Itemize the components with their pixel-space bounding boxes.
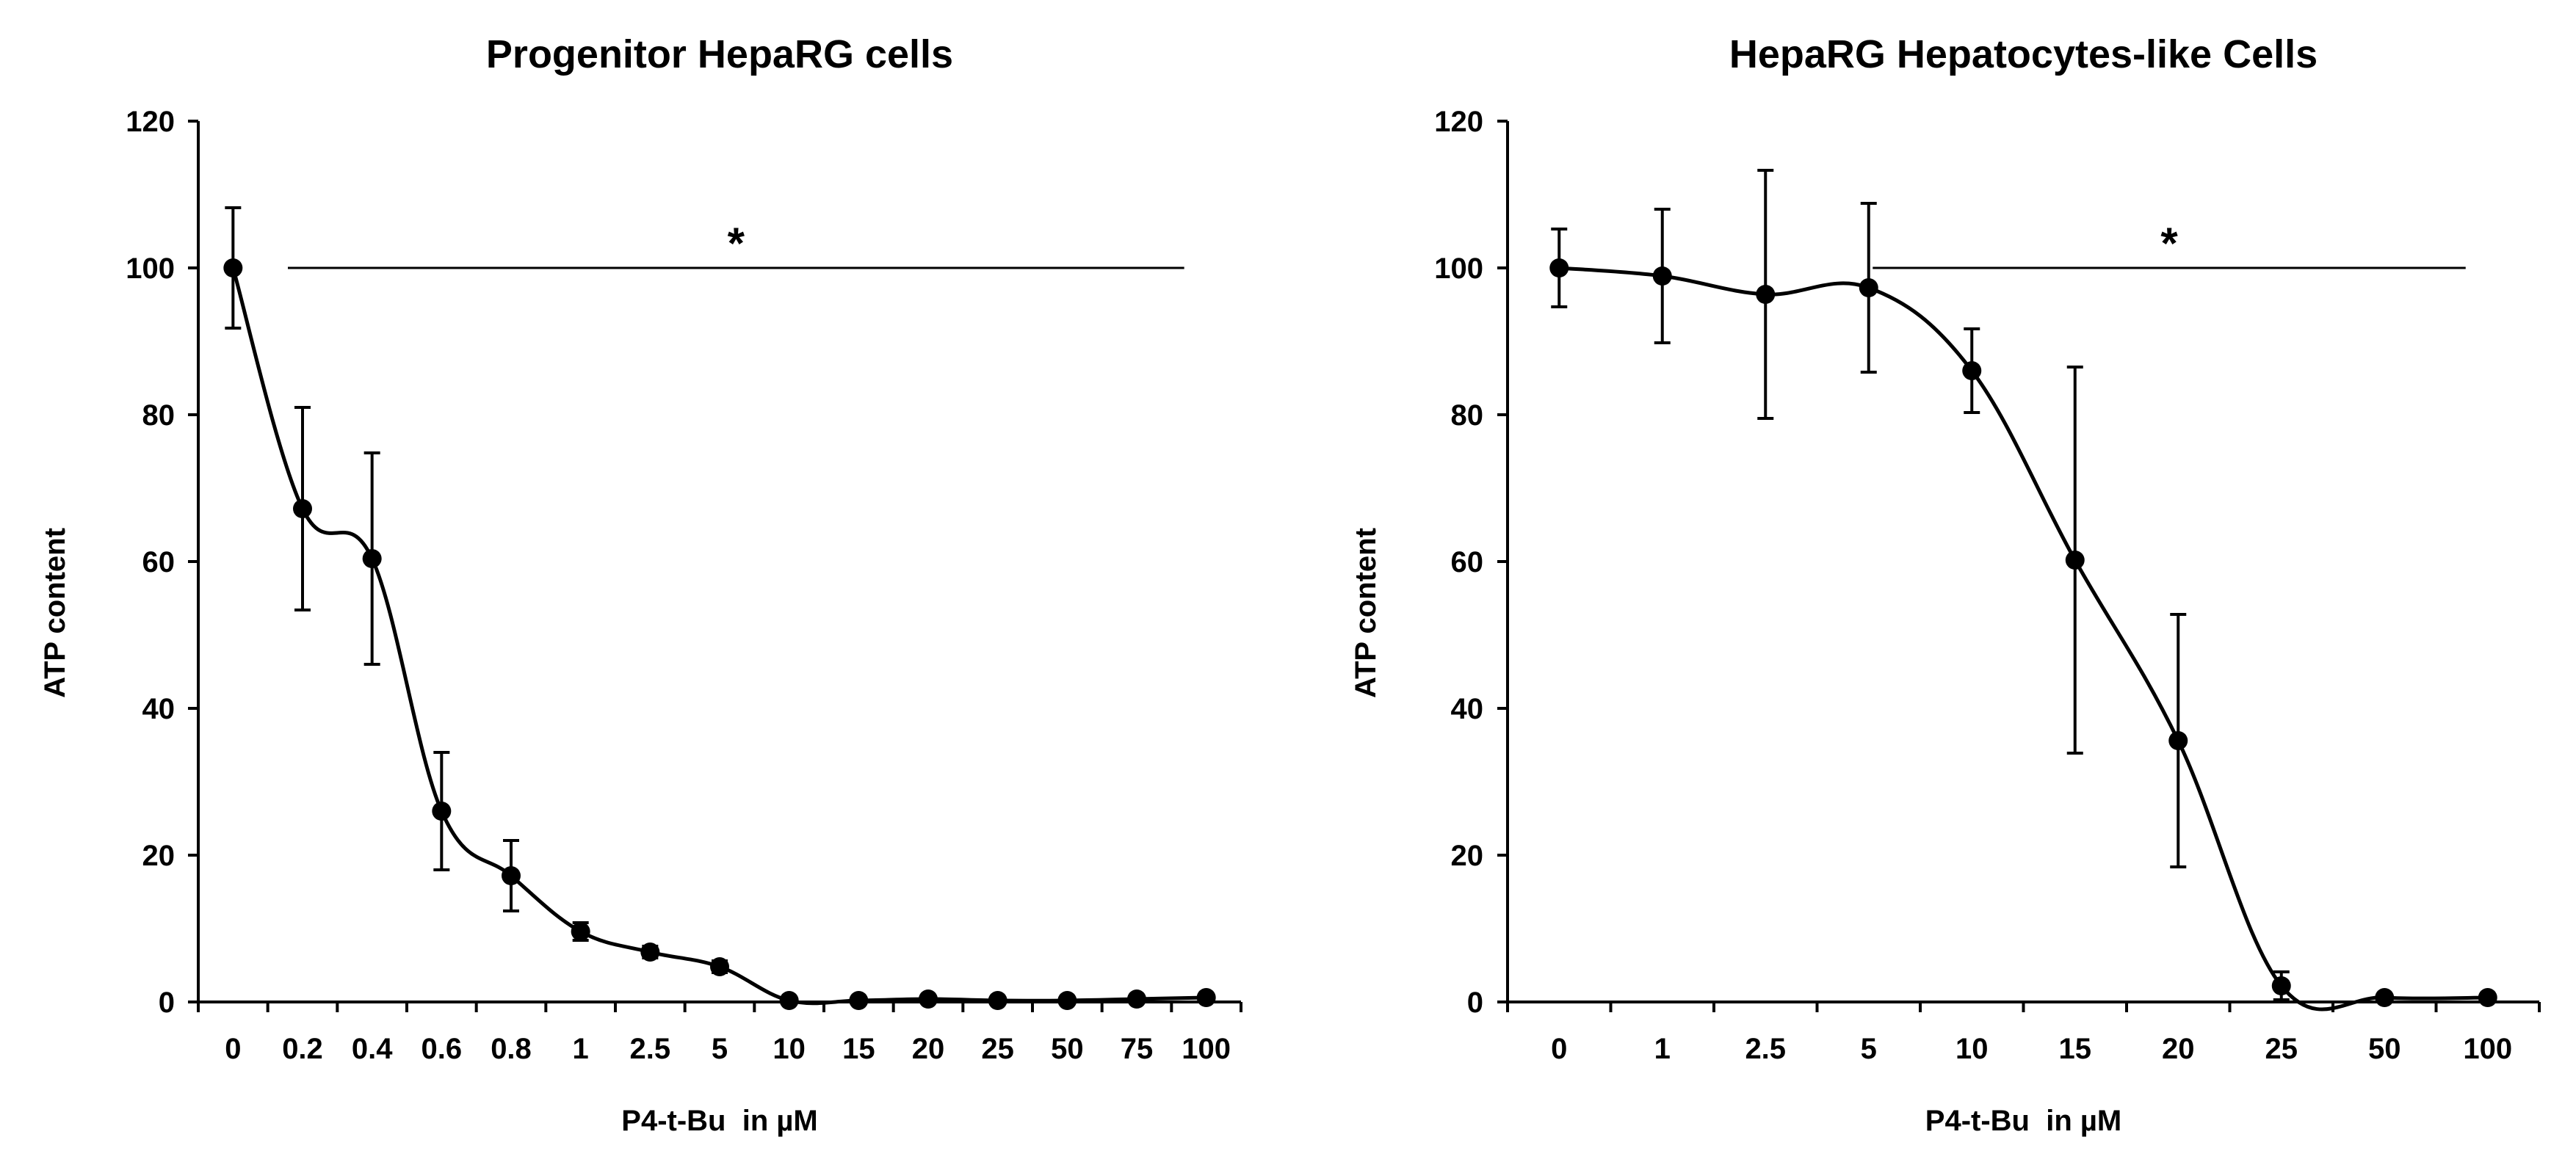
- data-point: [1549, 258, 1569, 277]
- significance-star: *: [2160, 219, 2178, 268]
- x-axis-label: P4-t-Bu in µM: [621, 1105, 817, 1137]
- x-tick-label: 100: [2463, 1033, 2512, 1065]
- chart-heparg-hepatocytes: HepaRG Hepatocytes-like Cells P4-t-Bu in…: [1350, 32, 2541, 1137]
- significance-star: *: [728, 219, 745, 268]
- data-point: [1127, 989, 1146, 1009]
- x-tick-label: 1: [1654, 1033, 1671, 1065]
- x-tick-label: 50: [1051, 1033, 1084, 1065]
- data-point: [919, 989, 938, 1009]
- x-tick-label: 15: [842, 1033, 875, 1065]
- x-tick-label: 15: [2059, 1033, 2092, 1065]
- y-axis-label: ATP content: [1350, 528, 1382, 698]
- x-tick-label: 10: [773, 1033, 806, 1065]
- y-tick-label: 20: [142, 840, 176, 872]
- x-tick-label: 0.6: [422, 1033, 463, 1065]
- y-tick-label: 120: [126, 106, 175, 138]
- y-tick-label: 80: [1451, 399, 1484, 432]
- data-point: [2478, 988, 2497, 1007]
- y-tick-label: 20: [1451, 840, 1484, 872]
- chart-progenitor-heparg: Progenitor HepaRG cells P4-t-Bu in µM AT…: [39, 32, 1242, 1137]
- data-point: [362, 549, 382, 568]
- y-tick-label: 40: [142, 693, 176, 725]
- data-point: [2271, 976, 2291, 995]
- x-tick-label: 0: [1551, 1033, 1567, 1065]
- x-tick-label: 1: [573, 1033, 589, 1065]
- x-tick-label: 0.2: [282, 1033, 323, 1065]
- data-point: [1962, 361, 1982, 380]
- x-tick-label: 5: [1861, 1033, 1877, 1065]
- x-axis-label: P4-t-Bu in µM: [1925, 1105, 2121, 1137]
- y-tick-label: 60: [1451, 546, 1484, 578]
- x-tick-label: 25: [2265, 1033, 2298, 1065]
- y-tick-label: 120: [1434, 106, 1483, 138]
- y-axis-label: ATP content: [39, 528, 71, 698]
- x-tick-label: 25: [981, 1033, 1014, 1065]
- data-point: [1196, 988, 1216, 1007]
- data-point: [1859, 278, 1878, 297]
- x-tick-label: 0.8: [491, 1033, 532, 1065]
- chart-title: HepaRG Hepatocytes-like Cells: [1729, 32, 2318, 76]
- y-tick-label: 100: [126, 253, 175, 285]
- series-line: [231, 267, 1206, 1006]
- y-tick-label: 100: [1434, 253, 1483, 285]
- series-line: [1559, 266, 2488, 1012]
- x-tick-label: 2.5: [1745, 1033, 1786, 1065]
- x-tick-label: 75: [1121, 1033, 1154, 1065]
- data-point: [2375, 988, 2395, 1007]
- y-tick-label: 40: [1451, 693, 1484, 725]
- data-point: [779, 991, 799, 1010]
- y-tick-label: 60: [142, 546, 176, 578]
- x-tick-label: 20: [2162, 1033, 2195, 1065]
- x-tick-label: 10: [1955, 1033, 1989, 1065]
- data-point: [710, 957, 729, 976]
- data-point: [640, 943, 660, 962]
- y-tick-label: 0: [1467, 987, 1483, 1019]
- data-point: [432, 802, 452, 821]
- x-tick-label: 0: [225, 1033, 241, 1065]
- data-point: [1756, 285, 1776, 304]
- data-point: [502, 866, 521, 885]
- y-tick-label: 80: [142, 399, 176, 432]
- y-tick-label: 0: [159, 987, 175, 1019]
- x-tick-label: 5: [712, 1033, 728, 1065]
- data-point: [1057, 991, 1077, 1010]
- data-point: [988, 991, 1007, 1010]
- x-tick-label: 0.4: [352, 1033, 393, 1065]
- x-tick-label: 100: [1182, 1033, 1231, 1065]
- data-point: [571, 922, 590, 941]
- x-tick-label: 20: [912, 1033, 945, 1065]
- x-tick-label: 2.5: [630, 1033, 671, 1065]
- chart-title: Progenitor HepaRG cells: [486, 32, 953, 76]
- data-point: [2168, 731, 2188, 750]
- data-point: [849, 991, 869, 1010]
- data-point: [1652, 266, 1672, 286]
- data-point: [2065, 551, 2085, 570]
- x-tick-label: 50: [2368, 1033, 2401, 1065]
- data-point: [223, 258, 243, 277]
- data-point: [293, 499, 312, 518]
